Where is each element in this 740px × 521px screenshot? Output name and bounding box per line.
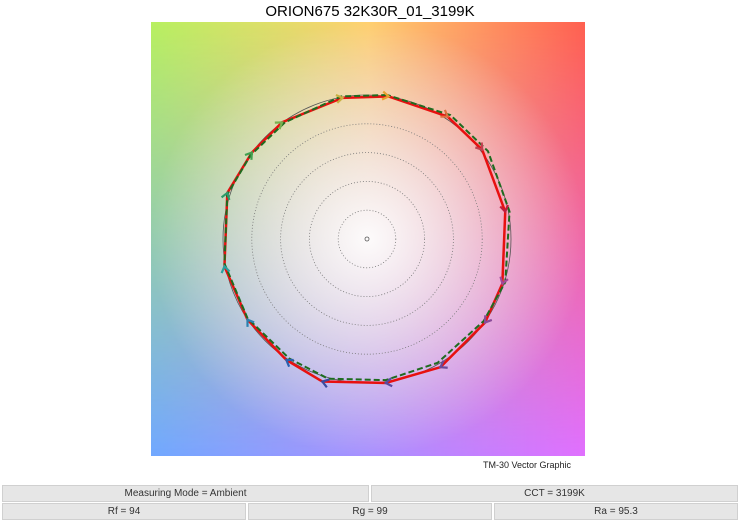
hue-bin-arrow [499, 276, 509, 286]
hue-bin-arrow [335, 93, 345, 104]
chart-caption: TM-30 Vector Graphic [483, 460, 572, 470]
cct-cell: CCT = 3199K [371, 485, 738, 502]
grid-circle [337, 209, 397, 269]
hue-bin-arrow [483, 315, 493, 325]
grid-circle [251, 123, 483, 355]
hue-bin-arrow [220, 191, 231, 201]
hue-bin-arrow [474, 142, 484, 152]
rg-cell: Rg = 99 [248, 503, 492, 520]
hue-bin-arrow [246, 317, 255, 327]
center-point [364, 236, 370, 242]
reference-series-line [223, 93, 511, 382]
chart-title: ORION675 32K30R_01_3199K [265, 3, 475, 20]
measuring-mode-cell: Measuring Mode = Ambient [2, 485, 369, 502]
hue-bin-arrow [383, 377, 393, 388]
tm30-vector-graphic [151, 22, 585, 456]
ra-cell: Ra = 95.3 [494, 503, 738, 520]
hue-bin-arrow [438, 360, 448, 369]
hue-bin-arrow [381, 90, 391, 101]
grid-circle [308, 180, 425, 297]
hue-bin-arrow [284, 358, 294, 368]
info-row-1: Measuring Mode = Ambient CCT = 3199K [2, 485, 738, 502]
hue-bin-arrow [220, 264, 231, 274]
hue-bin-arrow [499, 204, 509, 214]
hue-bin-arrow [274, 121, 284, 130]
hue-bin-arrow [244, 151, 253, 160]
rf-cell: Rf = 94 [2, 503, 246, 520]
hue-bin-arrow [440, 109, 450, 118]
info-row-2: Rf = 94 Rg = 99 Ra = 95.3 [2, 503, 738, 520]
grid-circle [280, 152, 454, 326]
hue-bin-arrow [320, 378, 330, 388]
